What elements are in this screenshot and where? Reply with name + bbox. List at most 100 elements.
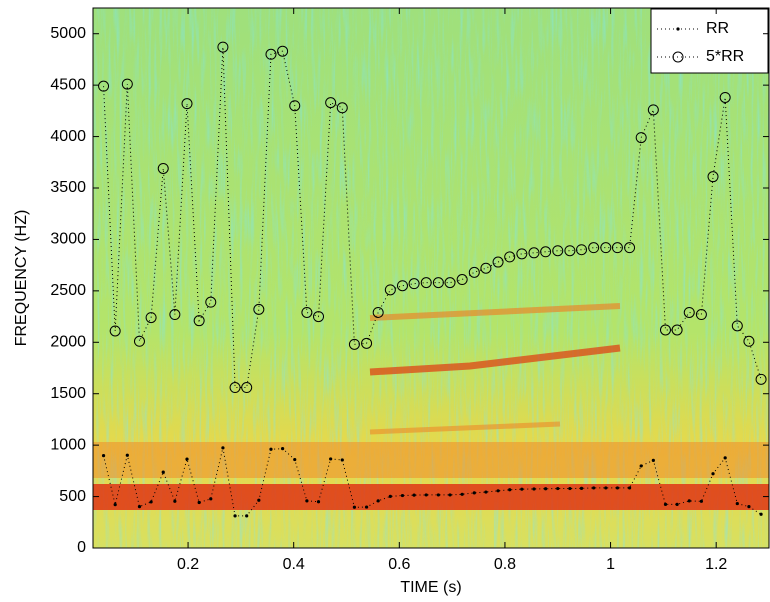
y-tick-label: 1500 — [50, 385, 86, 402]
point — [336, 102, 348, 114]
y-tick-label: 4000 — [50, 128, 86, 145]
point — [611, 242, 623, 254]
point — [496, 489, 500, 493]
point — [723, 456, 727, 460]
point — [460, 492, 464, 496]
point — [277, 45, 289, 57]
point — [98, 80, 110, 92]
y-tick-label: 0 — [77, 539, 86, 556]
point — [516, 248, 528, 260]
point — [372, 306, 384, 318]
point — [731, 320, 743, 332]
point — [683, 306, 695, 318]
point — [735, 501, 739, 506]
point — [217, 41, 229, 53]
point — [181, 98, 193, 110]
point — [484, 490, 488, 494]
point — [316, 500, 321, 504]
point — [245, 514, 249, 518]
point — [325, 97, 337, 109]
y-tick-label: 2000 — [50, 334, 86, 351]
point — [384, 284, 396, 296]
x-tick-label: 0.4 — [283, 556, 305, 573]
point — [145, 312, 157, 324]
point — [508, 488, 512, 492]
point — [412, 493, 416, 497]
point — [125, 453, 129, 457]
point — [420, 277, 432, 289]
point — [305, 499, 309, 503]
point — [293, 457, 297, 462]
point — [185, 457, 189, 461]
point — [361, 337, 373, 349]
point — [280, 447, 285, 451]
point — [396, 280, 408, 292]
legend-label: 5*RR — [706, 48, 744, 65]
point — [157, 162, 169, 174]
legend-marker — [672, 51, 684, 63]
point — [269, 447, 273, 451]
x-tick-label: 0.6 — [388, 556, 410, 573]
plot-frame — [92, 7, 770, 549]
point — [121, 78, 133, 90]
point — [193, 315, 205, 327]
point — [133, 335, 145, 347]
point — [671, 324, 683, 336]
point — [348, 338, 360, 350]
point — [699, 499, 704, 503]
point — [639, 464, 643, 468]
point — [627, 486, 632, 490]
point — [289, 100, 301, 112]
point — [520, 487, 524, 491]
point — [376, 499, 380, 503]
point — [579, 486, 584, 490]
point — [340, 458, 344, 462]
point — [209, 497, 213, 501]
point — [556, 486, 560, 491]
point — [544, 487, 548, 491]
point — [675, 502, 679, 506]
point — [635, 132, 647, 144]
point — [408, 278, 420, 290]
y-tick-label: 1000 — [50, 436, 86, 453]
point — [663, 502, 668, 506]
point — [448, 493, 452, 497]
point — [659, 324, 671, 336]
point — [113, 502, 117, 507]
point — [600, 242, 612, 254]
point — [388, 494, 392, 498]
y-tick-label: 3500 — [50, 179, 86, 196]
point — [568, 486, 572, 491]
point — [436, 493, 440, 497]
point — [528, 247, 540, 259]
point — [480, 262, 492, 274]
spectrogram — [93, 8, 769, 548]
y-tick-label: 3000 — [50, 231, 86, 248]
point — [759, 512, 763, 516]
point — [468, 266, 480, 278]
point — [313, 311, 325, 323]
point — [241, 382, 253, 394]
point — [137, 505, 142, 509]
point — [540, 246, 552, 258]
legend-box — [650, 8, 769, 74]
point — [755, 373, 767, 385]
point — [253, 303, 265, 315]
point — [743, 335, 755, 347]
legend-marker — [676, 27, 680, 31]
x-tick-label: 0.2 — [177, 556, 199, 573]
point — [564, 245, 576, 257]
point — [456, 274, 468, 286]
point — [101, 454, 106, 458]
y-tick-label: 4500 — [50, 76, 86, 93]
point — [265, 48, 277, 60]
point — [205, 296, 217, 308]
point — [432, 277, 444, 289]
point — [364, 505, 369, 509]
point — [711, 472, 715, 476]
point — [221, 446, 225, 450]
point — [109, 325, 121, 337]
point — [695, 309, 707, 321]
